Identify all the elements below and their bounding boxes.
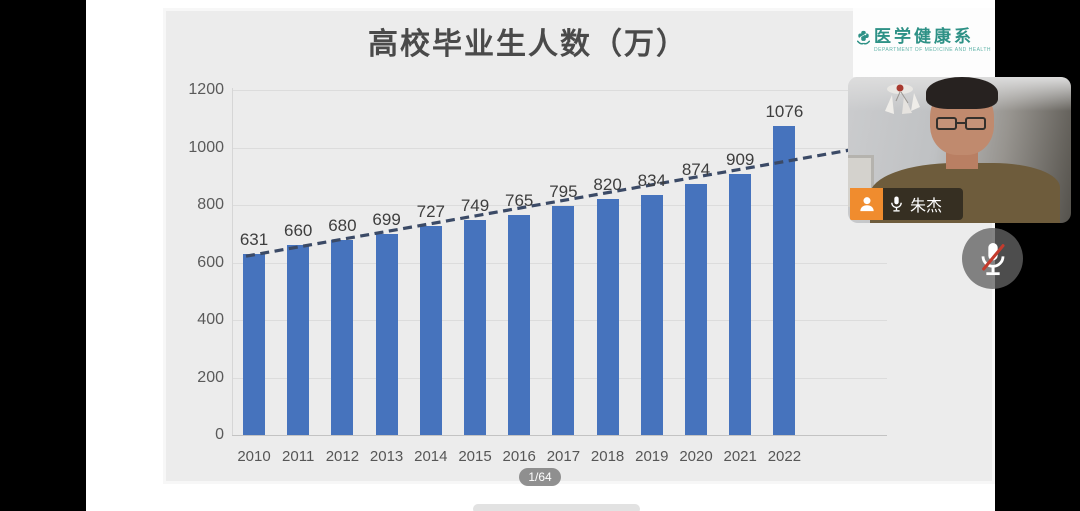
x-tick-label: 2022 <box>767 448 802 465</box>
mic-muted-icon <box>981 242 1005 275</box>
bottom-drawer-handle[interactable] <box>473 504 640 511</box>
bar-value-label: 660 <box>284 221 313 241</box>
bar-2016 <box>508 215 531 435</box>
x-tick-label: 2016 <box>502 448 536 465</box>
page-indicator: 1/64 <box>519 468 561 486</box>
bar-value-label: 680 <box>328 215 357 235</box>
bar-2012 <box>331 239 354 435</box>
y-tick-label: 0 <box>215 426 224 443</box>
bar-value-label: 765 <box>505 191 534 211</box>
x-tick-label: 2013 <box>369 448 404 465</box>
bar-2021 <box>729 173 752 435</box>
x-tick-label: 2020 <box>679 448 713 465</box>
mic-icon <box>891 196 902 212</box>
bar-value-label: 699 <box>372 210 401 230</box>
medical-cross-hands-icon <box>857 30 871 44</box>
x-tick-label: 2012 <box>325 448 360 465</box>
gridline <box>232 90 887 91</box>
bar-value-label: 909 <box>726 149 755 169</box>
x-tick-label: 2021 <box>723 448 757 465</box>
y-axis-line <box>232 88 233 435</box>
glasses-icon <box>936 117 957 130</box>
x-tick-label: 2015 <box>458 448 492 465</box>
bar-2010 <box>243 253 265 435</box>
gridline <box>232 435 887 436</box>
x-tick-label: 2011 <box>282 448 315 465</box>
y-tick-label: 800 <box>197 196 224 213</box>
bar-2014 <box>419 225 442 435</box>
bar-2019 <box>640 195 663 435</box>
x-tick-label: 2014 <box>414 448 448 465</box>
x-tick-label: 2018 <box>590 448 625 465</box>
bar-value-label: 795 <box>549 182 578 202</box>
x-tick-label: 2010 <box>237 448 271 465</box>
y-tick-label: 1200 <box>188 81 224 98</box>
y-tick-label: 200 <box>197 368 224 386</box>
bar-value-label: 631 <box>239 229 269 249</box>
bar-2015 <box>464 219 486 435</box>
y-tick-label: 1000 <box>188 138 224 156</box>
ceiling-lamp <box>870 81 930 138</box>
glasses-bridge <box>956 122 966 124</box>
participant-name: 朱杰 <box>910 198 943 215</box>
bar-2018 <box>596 199 619 435</box>
bar-2022 <box>773 125 796 435</box>
glasses-icon <box>965 117 986 130</box>
bar-2013 <box>375 234 398 435</box>
bar-value-label: 749 <box>460 195 490 215</box>
bar-2017 <box>552 206 575 435</box>
x-tick-label: 2019 <box>635 448 669 465</box>
bar-2011 <box>287 245 310 435</box>
left-letterbox-bar <box>0 0 86 511</box>
bar-value-label: 834 <box>637 171 666 191</box>
chart-title: 高校毕业生人数（万） <box>368 28 688 61</box>
bar-value-label: 727 <box>416 201 445 221</box>
person-icon <box>859 197 874 212</box>
logo-subtitle: DEPARTMENT OF MEDICINE AND HEALTH <box>874 47 991 53</box>
participant-name-bar: 朱杰 <box>883 188 963 220</box>
y-tick-label: 400 <box>197 311 224 328</box>
x-tick-label: 2017 <box>546 448 581 465</box>
mic-mute-button[interactable] <box>962 228 1023 289</box>
presenter-hair <box>926 77 998 109</box>
bar-2020 <box>685 183 707 435</box>
department-logo: 医学健康系 DEPARTMENT OF MEDICINE AND HEALTH <box>853 8 995 77</box>
participant-badge <box>850 188 883 220</box>
bar-value-label: 820 <box>593 175 622 195</box>
logo-title: 医学健康系 <box>874 27 975 46</box>
bar-value-label: 1076 <box>765 101 804 121</box>
y-tick-label: 600 <box>197 253 224 271</box>
webcam-tile[interactable]: 朱杰 <box>848 77 1071 223</box>
bar-value-label: 874 <box>681 159 711 179</box>
